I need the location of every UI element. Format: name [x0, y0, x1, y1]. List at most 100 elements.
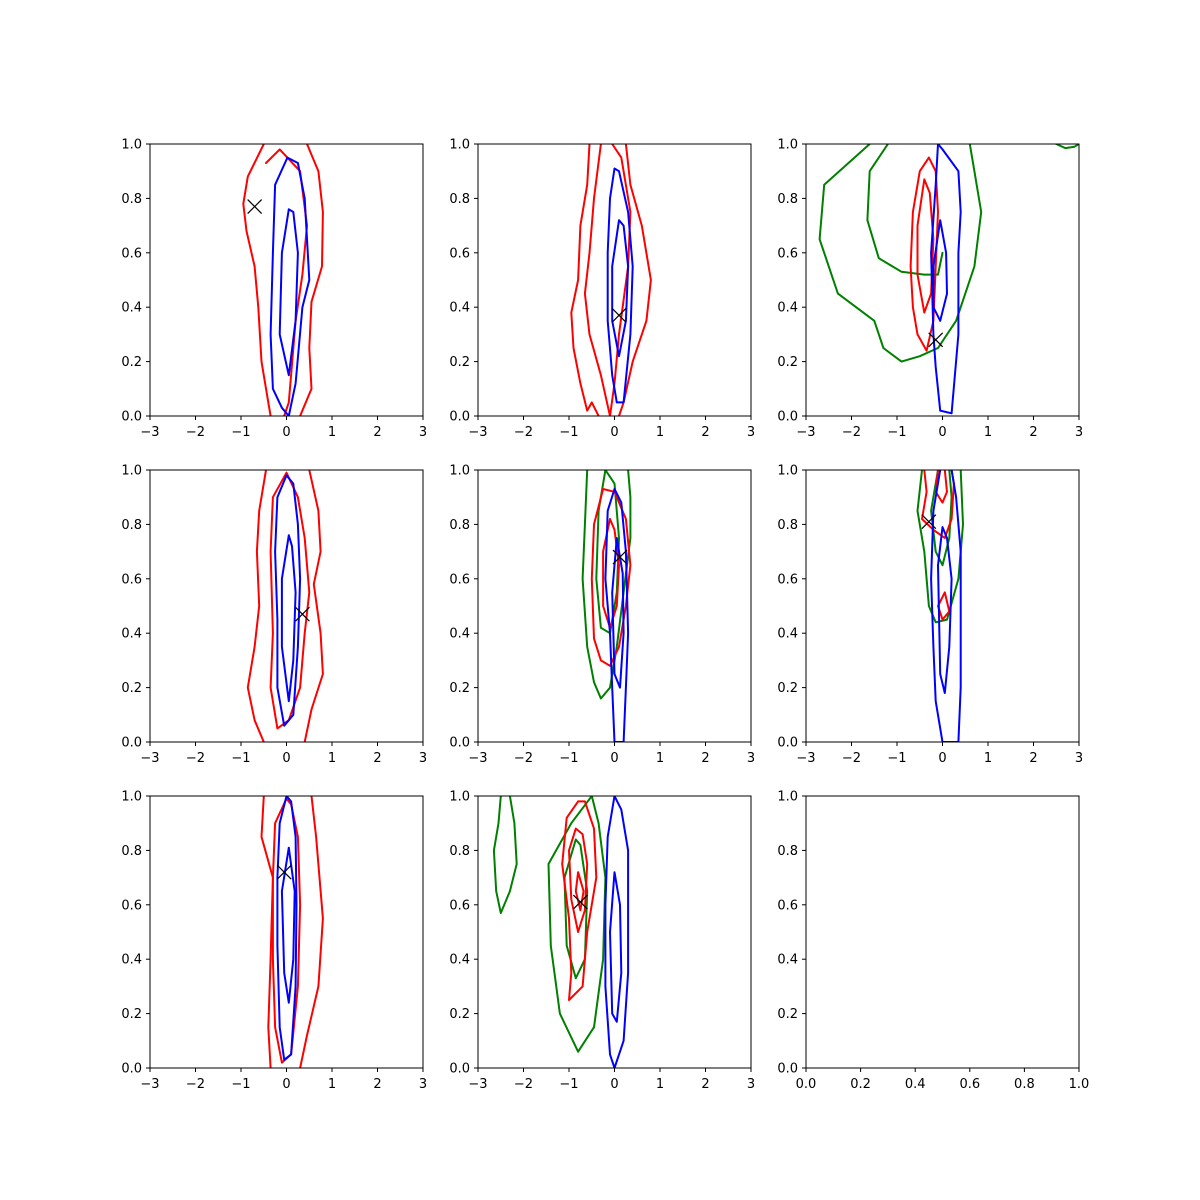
blue-contour-line: [609, 871, 623, 1023]
x-tick-label: 0: [282, 425, 290, 440]
x-tick-label: 2: [701, 425, 709, 440]
x-tick-label: 1: [328, 425, 336, 440]
x-marker: [928, 332, 944, 348]
y-tick-label: 0.0: [121, 736, 142, 751]
x-tick-label: 2: [1029, 751, 1037, 766]
y-tick-label: 0.4: [121, 627, 142, 642]
y-tick-label: 0.0: [777, 410, 798, 425]
x-tick-label: −1: [559, 1077, 578, 1092]
y-tick-label: 1.0: [449, 464, 470, 479]
y-tick-label: 0.0: [121, 1062, 142, 1077]
red-contour-line: [299, 144, 324, 416]
x-tick-label: −3: [796, 751, 815, 766]
subplot-5: −3 −2 −1 0 1 2 3 0.0 0.2 0.4 0.6 0.8 1.0: [449, 464, 755, 767]
blue-contour-line: [276, 796, 298, 1061]
x-tick-label: 0.6: [959, 1077, 980, 1092]
y-tick-label: 0.6: [121, 572, 142, 587]
contour-group: [570, 144, 652, 416]
y-tick-label: 1.0: [121, 790, 142, 805]
red-contour-line: [937, 591, 951, 621]
blue-contour-line: [274, 474, 302, 727]
x-tick-label: 1: [984, 425, 992, 440]
axes-frame: [149, 795, 424, 1069]
y-tick-label: 0.2: [121, 1007, 142, 1022]
x-tick-label: 1: [328, 751, 336, 766]
subplot-7: −3 −2 −1 0 1 2 3 0.0 0.2 0.4 0.6 0.8 1.0: [121, 790, 427, 1093]
y-tick-label: 1.0: [777, 464, 798, 479]
contour-group: [260, 796, 324, 1068]
y-tick-label: 1.0: [449, 138, 470, 153]
x-tick-label: 3: [419, 425, 427, 440]
blue-contour-line: [269, 156, 311, 416]
y-tick-label: 0.6: [121, 246, 142, 261]
y-tick-label: 0.0: [777, 1062, 798, 1077]
y-tick-label: 0.8: [449, 518, 470, 533]
blue-contour-line: [604, 488, 630, 742]
red-contour-line: [265, 148, 308, 416]
x-tick-label: −2: [186, 751, 205, 766]
y-tick-label: 0.4: [449, 953, 470, 968]
y-tick-label: 0.2: [449, 355, 470, 370]
y-tick-label: 0.8: [777, 844, 798, 859]
axes-frame: [805, 795, 1080, 1069]
x-tick-label: 1.0: [1069, 1077, 1090, 1092]
x-tick-label: 0.8: [1014, 1077, 1035, 1092]
x-tick-label: 0: [938, 425, 946, 440]
x-tick-label: 1: [656, 425, 664, 440]
subplot-3: −3 −2 −1 0 1 2 3 0.0 0.2 0.4 0.6 0.8 1.0: [777, 138, 1083, 441]
y-tick-label: 0.4: [777, 301, 798, 316]
y-tick-label: 0.8: [449, 192, 470, 207]
x-tick-label: −1: [887, 751, 906, 766]
x-tick-label: 0: [282, 1077, 290, 1092]
x-tick-label: 0.0: [796, 1077, 817, 1092]
y-tick-label: 0.8: [121, 192, 142, 207]
y-tick-label: 0.2: [121, 355, 142, 370]
y-tick-label: 0.4: [121, 301, 142, 316]
y-tick-label: 0.4: [121, 953, 142, 968]
red-contour-line: [260, 796, 274, 1068]
green-contour-line: [930, 470, 953, 567]
blue-contour-line: [937, 526, 953, 694]
y-tick-label: 0.8: [449, 844, 470, 859]
y-tick-label: 0.2: [449, 1007, 470, 1022]
green-contour-line: [916, 470, 964, 624]
x-tick-label: −2: [186, 1077, 205, 1092]
x-tick-label: −1: [559, 751, 578, 766]
x-tick-label: 0.4: [905, 1077, 926, 1092]
subplot-4: −3 −2 −1 0 1 2 3 0.0 0.2 0.4 0.6 0.8 1.0: [121, 464, 427, 767]
x-tick-label: −2: [514, 1077, 533, 1092]
y-tick-label: 0.6: [777, 898, 798, 913]
x-tick-label: 3: [1075, 425, 1083, 440]
x-marker: [921, 514, 937, 530]
x-marker: [612, 549, 628, 565]
axes-frame: [805, 143, 1080, 417]
subplot-6: −3 −2 −1 0 1 2 3 0.0 0.2 0.4 0.6 0.8 1.0: [777, 464, 1083, 767]
subplot-2: −3 −2 −1 0 1 2 3 0.0 0.2 0.4 0.6 0.8 1.0: [449, 138, 755, 441]
x-tick-label: 2: [1029, 425, 1037, 440]
y-tick-label: 0.6: [777, 572, 798, 587]
red-contour-line: [909, 156, 939, 352]
y-tick-label: 1.0: [121, 464, 142, 479]
x-tick-label: 3: [1075, 751, 1083, 766]
x-tick-label: −1: [559, 425, 578, 440]
x-tick-label: 3: [747, 425, 755, 440]
y-tick-label: 0.6: [777, 246, 798, 261]
x-tick-label: 1: [656, 1077, 664, 1092]
x-tick-label: 3: [747, 751, 755, 766]
y-tick-label: 0.8: [121, 844, 142, 859]
x-tick-label: 0: [610, 1077, 618, 1092]
y-tick-label: 1.0: [121, 138, 142, 153]
blue-contour-line: [611, 537, 625, 689]
red-contour-line: [568, 827, 589, 933]
blue-contour-line: [606, 167, 634, 404]
y-tick-label: 0.2: [777, 681, 798, 696]
subplot-8: −3 −2 −1 0 1 2 3 0.0 0.2 0.4 0.6 0.8 1.0: [449, 790, 755, 1093]
x-tick-label: −2: [514, 425, 533, 440]
x-tick-label: −1: [887, 425, 906, 440]
x-tick-label: −1: [231, 751, 250, 766]
y-tick-label: 0.8: [777, 192, 798, 207]
y-tick-label: 0.4: [777, 627, 798, 642]
subplot-1: −3 −2 −1 0 1 2 3 0.0 0.2 0.4 0.6 0.8 1.0: [121, 138, 427, 441]
y-tick-label: 0.0: [777, 736, 798, 751]
